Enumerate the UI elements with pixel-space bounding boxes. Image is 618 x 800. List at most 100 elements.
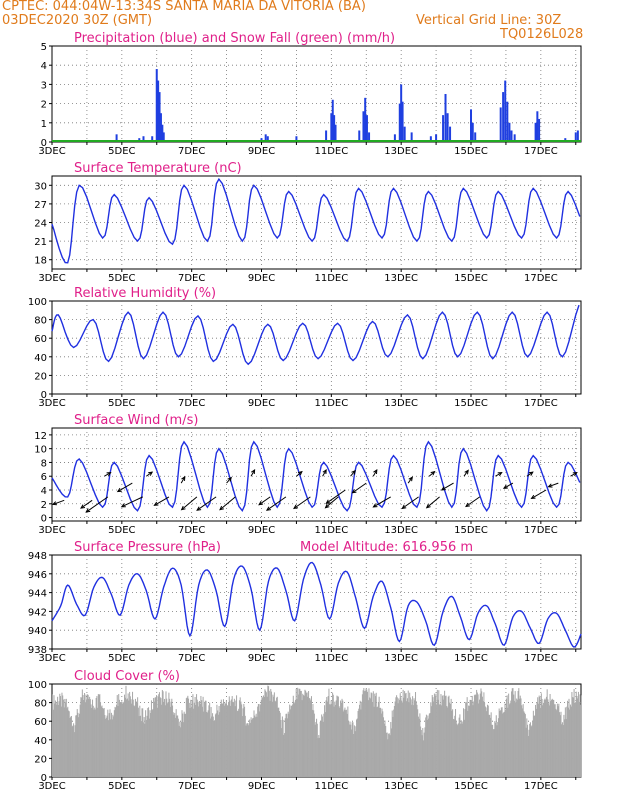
x-tick-label: 17DEC: [524, 273, 558, 284]
cloud-bar: [569, 704, 571, 777]
cloud-bar: [188, 702, 190, 777]
cloud-bar: [404, 691, 406, 777]
cloud-bar: [237, 710, 239, 777]
header-date: 03DEC2020 30Z (GMT): [2, 13, 153, 28]
cloud-bar: [196, 694, 198, 777]
cloud-bar: [376, 707, 378, 777]
cloud-bar: [323, 713, 325, 777]
cloud-bar: [350, 724, 352, 777]
x-tick-label: 17DEC: [524, 146, 558, 157]
cloud-bar: [73, 723, 75, 777]
cloud-bar: [224, 702, 226, 777]
y-tick-label: 80: [34, 699, 47, 710]
cloud-bar: [305, 690, 307, 777]
cloud-bar: [527, 724, 529, 777]
cloud-bar: [564, 719, 566, 777]
wind-arrow-head: [80, 504, 86, 509]
cloud-bar: [80, 697, 82, 777]
precip-bar: [368, 132, 371, 142]
cloud-bar: [92, 705, 94, 777]
cloud-bar: [164, 705, 166, 777]
cloud-bar: [564, 707, 566, 777]
precip-bar: [151, 136, 154, 142]
cloud-bar: [158, 694, 160, 777]
cloud-bar: [575, 691, 577, 777]
cloud-bar: [460, 720, 462, 777]
wind-arrow-head: [401, 504, 407, 510]
cloud-bar: [198, 700, 200, 777]
cloud-bar: [63, 707, 65, 777]
cloud-bar: [153, 697, 155, 777]
cloud-bar: [532, 710, 534, 777]
cloud-bar: [372, 701, 374, 777]
cloud-bar: [287, 711, 289, 777]
x-tick-label: 15DEC: [454, 653, 488, 664]
cloud-bar: [531, 725, 533, 777]
y-tick-label: 60: [34, 717, 47, 728]
cloud-bar: [466, 697, 468, 777]
cloud-bar: [239, 697, 241, 777]
x-tick-label: 17DEC: [524, 653, 558, 664]
cloud-bar: [103, 707, 105, 777]
cloud-bar: [298, 688, 300, 777]
cloud-bar: [510, 700, 512, 777]
cloud-bar: [109, 709, 111, 777]
cloud-bar: [412, 705, 414, 777]
precip-bar: [403, 126, 406, 142]
wind-arrow-head: [572, 472, 578, 477]
cloud-bar: [205, 700, 207, 777]
cloud-bar: [335, 700, 337, 777]
cloud-bar: [441, 695, 443, 777]
cloud-bar: [67, 706, 69, 777]
x-tick-label: 13DEC: [384, 273, 418, 284]
cloud-bar: [105, 717, 107, 777]
cloud-bar: [362, 690, 364, 777]
wind-arrow-head: [219, 505, 225, 511]
cloud-bar: [260, 699, 262, 777]
cloud-bar: [88, 698, 90, 777]
cloud-bar: [113, 710, 115, 777]
cloud-bar: [403, 697, 405, 777]
cloud-bar: [548, 703, 550, 777]
cloud-bar: [572, 697, 574, 777]
cloud-bar: [321, 714, 323, 777]
cloud-bar: [53, 695, 55, 777]
cloud-bar: [409, 697, 411, 777]
cloud-bar: [559, 715, 561, 777]
x-tick-label: 7DEC: [178, 146, 205, 157]
cloud-bar: [458, 717, 460, 777]
cloud-bar: [447, 707, 449, 777]
cloud-bar: [420, 729, 422, 777]
cloud-bar: [423, 732, 425, 777]
cloud-bar: [215, 713, 217, 777]
wind-arrow-head: [297, 470, 303, 476]
cloud-bar: [130, 699, 132, 777]
cloud-bar: [244, 715, 246, 777]
cloud-bar: [472, 705, 474, 777]
cloud-bar: [129, 696, 131, 777]
cloud-bar: [232, 702, 234, 777]
cloud-bar: [209, 718, 211, 777]
cloud-bar: [126, 698, 128, 777]
cloud-bar: [175, 709, 177, 777]
cloud-bar: [251, 719, 253, 777]
cloud-bar: [333, 706, 335, 777]
cloud-bar: [346, 713, 348, 777]
cloud-bar: [302, 695, 304, 777]
wind-arrow-head: [502, 484, 508, 489]
cloud-bar: [433, 693, 435, 777]
y-tick-label: 3: [41, 80, 47, 91]
cloud-bar: [90, 704, 92, 777]
cloud-bar: [469, 699, 471, 777]
cloud-bar: [351, 722, 353, 777]
cloud-bar: [338, 706, 340, 777]
cloud-bar: [415, 701, 417, 777]
cloud-bar: [184, 713, 186, 777]
cloud-bar: [233, 698, 235, 777]
x-tick-label: 5DEC: [108, 781, 135, 792]
cloud-bar: [330, 700, 332, 777]
cloud-bar: [345, 710, 347, 777]
cloud-bar: [183, 711, 185, 777]
cloud-bar: [392, 716, 394, 777]
